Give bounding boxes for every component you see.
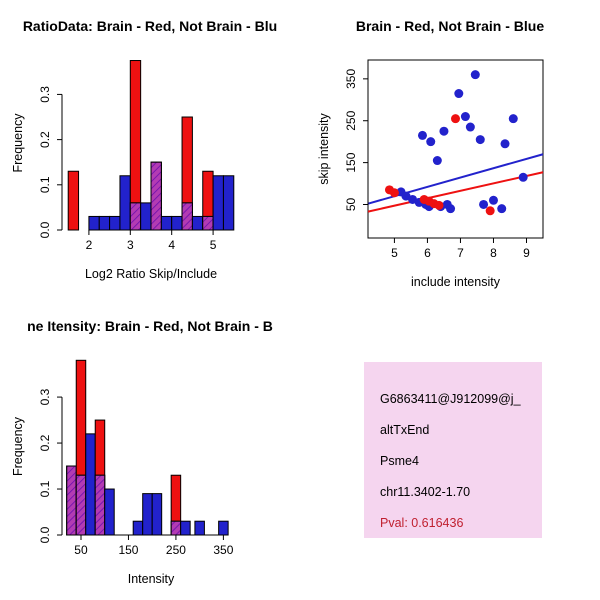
svg-text:150: 150 — [118, 543, 138, 557]
intensity-scatter-title: Brain - Red, Not Brain - Blue — [355, 18, 545, 34]
intensity-scatter-chart: 5 6 7 8 9 50 150 250 350 include intensity skip in… — [317, 59, 544, 289]
svg-text:0.3: 0.3 — [38, 86, 52, 103]
svg-text:include intensity: include intensity — [411, 275, 501, 289]
svg-text:0.2: 0.2 — [38, 434, 52, 451]
panel-ratio-histogram: RatioData: Brain - Red, Not Brain - Blu … — [0, 0, 300, 300]
event-info-card: G6863411@J912099@j_ altTxEnd Psme4 chr11… — [364, 362, 542, 538]
svg-text:Log2 Ratio Skip/Include: Log2 Ratio Skip/Include — [85, 267, 217, 281]
svg-text:0.3: 0.3 — [38, 388, 52, 405]
svg-text:0.2: 0.2 — [38, 131, 52, 148]
svg-text:6: 6 — [424, 246, 431, 260]
panel-gene-intensity-histogram: ne Itensity: Brain - Red, Not Brain - B … — [0, 300, 300, 600]
svg-text:0.1: 0.1 — [38, 176, 52, 193]
svg-text:50: 50 — [74, 543, 88, 557]
svg-text:50: 50 — [344, 197, 358, 211]
svg-text:250: 250 — [344, 110, 358, 130]
svg-text:5: 5 — [210, 238, 217, 252]
svg-text:9: 9 — [523, 246, 530, 260]
svg-text:0.0: 0.0 — [38, 526, 52, 543]
info-event-id: G6863411@J912099@j_ — [380, 392, 521, 406]
svg-text:3: 3 — [127, 238, 134, 252]
svg-text:150: 150 — [344, 152, 358, 172]
svg-text:5: 5 — [391, 246, 398, 260]
svg-text:Intensity: Intensity — [128, 572, 175, 586]
svg-text:0.1: 0.1 — [38, 480, 52, 497]
svg-text:skip intensity: skip intensity — [317, 112, 331, 184]
gene-intensity-histogram-title: ne Itensity: Brain - Red, Not Brain - B — [27, 318, 273, 334]
svg-text:7: 7 — [457, 246, 464, 260]
info-event-type: altTxEnd — [380, 423, 430, 437]
svg-text:4: 4 — [168, 238, 175, 252]
gene-intensity-histogram-chart: 50 150 250 350 0.0 0.1 0.2 0.3 Intensity Frequenc… — [11, 359, 234, 586]
svg-text:Frequency: Frequency — [11, 416, 25, 476]
svg-text:8: 8 — [490, 246, 497, 260]
svg-text:250: 250 — [166, 543, 186, 557]
info-pvalue: Pval: 0.616436 — [380, 516, 464, 530]
panel-intensity-scatter: Brain - Red, Not Brain - Blue 5 6 7 8 9 50 150… — [300, 0, 600, 300]
panel-event-info: G6863411@J912099@j_ altTxEnd Psme4 chr11… — [300, 300, 600, 600]
svg-text:350: 350 — [344, 69, 358, 89]
svg-text:2: 2 — [86, 238, 93, 252]
ratio-histogram-chart: 2 3 4 5 0.0 0.1 0.2 0.3 Log2 Ratio Skip/Include F… — [11, 60, 235, 281]
svg-text:350: 350 — [213, 543, 233, 557]
info-chromosome-location: chr11.3402-1.70 — [380, 485, 471, 499]
svg-text:0.0: 0.0 — [38, 221, 52, 238]
svg-text:Frequency: Frequency — [11, 113, 25, 173]
ratio-histogram-title: RatioData: Brain - Red, Not Brain - Blu — [22, 18, 278, 34]
info-gene-name: Psme4 — [380, 454, 419, 468]
